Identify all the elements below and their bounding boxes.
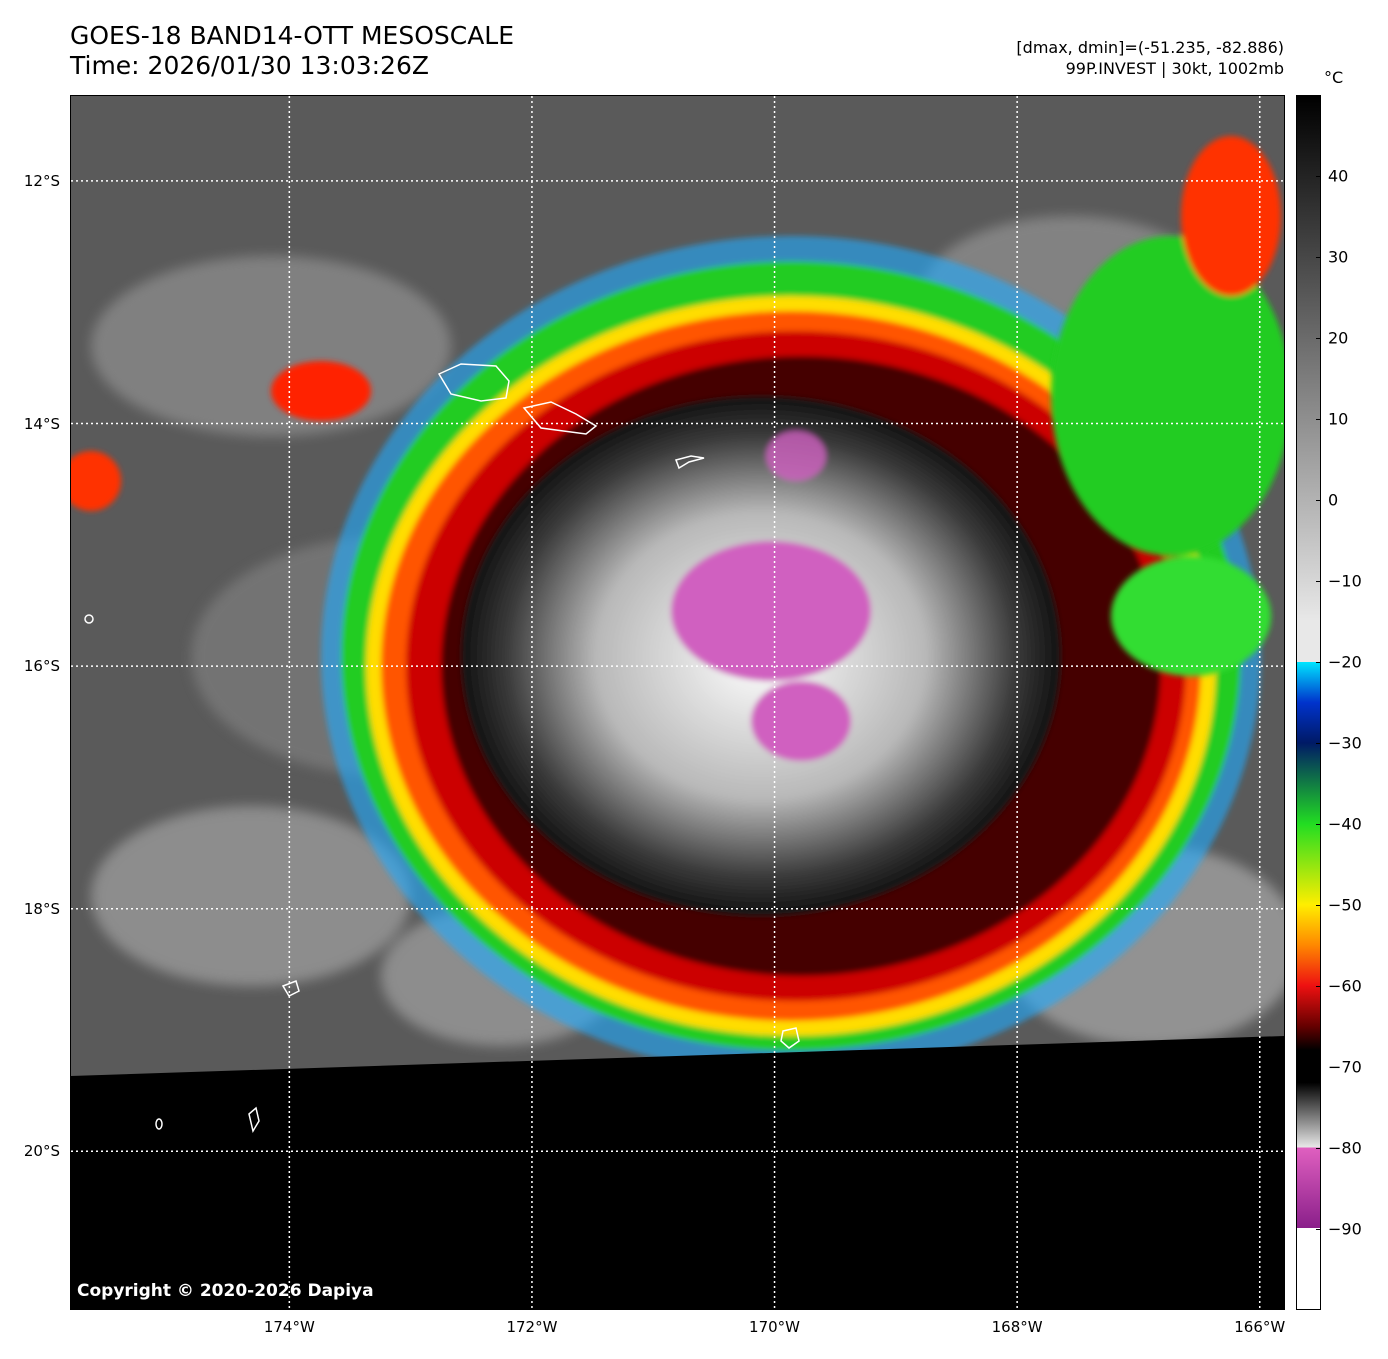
lat-label: 12°S (23, 171, 60, 190)
colorbar-tick-label: 40 (1328, 166, 1349, 186)
colorbar-tick-label: −80 (1328, 1138, 1362, 1158)
colorbar-tick-label: 30 (1328, 247, 1349, 267)
lon-label: 170°W (749, 1318, 801, 1336)
colorbar-tick-mark (1316, 1148, 1321, 1149)
lon-label: 172°W (506, 1318, 558, 1336)
colorbar-tick-mark (1316, 824, 1321, 825)
colorbar-tick-mark (1316, 176, 1321, 177)
colorbar-tick-label: −40 (1328, 814, 1362, 834)
colorbar-tick-label: −20 (1328, 652, 1362, 672)
colorbar-tick-label: −10 (1328, 571, 1362, 591)
lat-label: 18°S (23, 899, 60, 918)
colorbar-tick-mark (1316, 581, 1321, 582)
colorbar (1296, 95, 1321, 1310)
colorbar-tick-mark (1316, 338, 1321, 339)
colorbar-tick-label: −70 (1328, 1057, 1362, 1077)
colorbar-tick-mark (1316, 500, 1321, 501)
copyright-text: Copyright © 2020-2026 Dapiya (77, 1281, 374, 1301)
colorbar-unit: °C (1324, 68, 1344, 87)
colorbar-tick-mark (1316, 662, 1321, 663)
colorbar-tick-mark (1316, 1067, 1321, 1068)
colorbar-tick-label: 20 (1328, 328, 1349, 348)
lat-label: 16°S (23, 657, 60, 676)
lon-label: 168°W (991, 1318, 1043, 1336)
colorbar-tick-mark (1316, 743, 1321, 744)
satellite-image (71, 96, 1284, 1309)
satellite-map: Copyright © 2020-2026 Dapiya (70, 95, 1285, 1310)
colorbar-tick-label: 10 (1328, 409, 1349, 429)
colorbar-tick-label: 0 (1328, 490, 1339, 510)
colorbar-tick-mark (1316, 1229, 1321, 1230)
colorbar-tick-mark (1316, 986, 1321, 987)
title-line-2: Time: 2026/01/30 13:03:26Z (70, 51, 429, 80)
colorbar-tick-mark (1316, 419, 1321, 420)
lon-label: 174°W (263, 1318, 315, 1336)
colorbar-tick-label: −50 (1328, 895, 1362, 915)
colorbar-tick-label: −90 (1328, 1219, 1362, 1239)
colorbar-tick-mark (1316, 905, 1321, 906)
colorbar-tick-mark (1316, 257, 1321, 258)
title-line-1: GOES-18 BAND14-OTT MESOSCALE (70, 21, 515, 50)
lon-label: 166°W (1234, 1318, 1286, 1336)
lat-label: 14°S (23, 414, 60, 433)
colorbar-tick-label: −30 (1328, 733, 1362, 753)
lat-label: 20°S (23, 1142, 60, 1161)
info-line-2: 99P.INVEST | 30kt, 1002mb (1065, 59, 1284, 78)
info-line-1: [dmax, dmin]=(-51.235, -82.886) (1016, 38, 1284, 57)
colorbar-tick-label: −60 (1328, 976, 1362, 996)
